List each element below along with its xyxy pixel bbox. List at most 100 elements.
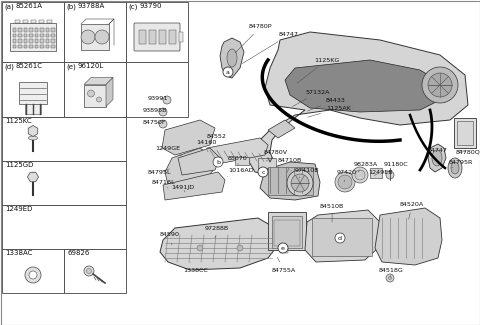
Polygon shape [285,60,440,112]
Bar [51,45,55,48]
Text: 93895B: 93895B [143,108,168,112]
Text: 84780P: 84780P [235,24,273,53]
Bar [51,28,55,32]
Text: 98283A: 98283A [354,162,378,172]
Bar [51,33,55,37]
Bar [274,220,300,246]
Text: 88070: 88070 [228,155,248,165]
Text: 1125KG: 1125KG [297,58,339,83]
Text: 84750F: 84750F [143,120,167,124]
Bar [24,39,27,43]
Bar [12,45,16,48]
Circle shape [428,73,452,97]
Bar [235,157,249,165]
Text: 84747: 84747 [428,148,448,158]
Polygon shape [305,210,380,262]
Bar [18,33,22,37]
Circle shape [388,277,392,280]
Ellipse shape [28,136,37,140]
Bar [12,33,16,37]
Bar [29,28,33,32]
Bar [24,28,27,32]
Bar [179,32,183,42]
Text: 84780Q: 84780Q [456,150,480,154]
Circle shape [96,97,101,102]
Circle shape [223,67,233,77]
Bar [18,28,22,32]
Text: 93790: 93790 [140,3,163,9]
Circle shape [278,243,288,253]
Text: 1338AC: 1338AC [5,250,32,256]
Circle shape [197,245,203,251]
Bar [454,118,476,148]
Bar [23,20,28,23]
Circle shape [81,30,95,44]
Polygon shape [163,172,225,200]
Text: 1249ED: 1249ED [5,206,32,212]
Text: 97420: 97420 [337,170,357,182]
Bar [25,103,41,113]
Circle shape [386,274,394,282]
Ellipse shape [432,150,442,166]
Bar [39,20,44,23]
Polygon shape [260,162,320,200]
Text: 1016AD: 1016AD [228,167,253,177]
Circle shape [352,167,368,183]
Ellipse shape [448,158,462,178]
Polygon shape [28,125,38,136]
Text: 1249EB: 1249EB [368,170,393,176]
Text: 1125AK: 1125AK [308,106,351,117]
Text: 84433: 84433 [308,98,346,111]
Circle shape [213,157,223,167]
Circle shape [258,167,268,177]
Text: a: a [226,70,230,74]
Circle shape [355,170,365,180]
Bar [29,45,33,48]
Polygon shape [268,120,295,138]
Polygon shape [27,172,38,182]
Text: (d): (d) [4,63,14,70]
Text: (b): (b) [66,3,76,9]
Ellipse shape [227,49,237,67]
Bar [2,161,126,205]
Bar [2,249,64,293]
Bar [312,218,372,256]
Text: 93991: 93991 [148,96,168,100]
Bar [64,249,126,293]
Text: 1491JD: 1491JD [171,186,194,192]
Text: 69826: 69826 [67,250,89,256]
Polygon shape [165,148,215,192]
Polygon shape [375,208,442,265]
Bar [149,30,156,44]
Bar [139,30,146,44]
Text: (a): (a) [4,3,14,9]
Bar [40,39,44,43]
Bar [84,84,106,107]
Bar [46,33,49,37]
Text: 84795R: 84795R [449,160,473,168]
Bar [64,62,126,117]
Text: c: c [261,170,265,175]
Bar [81,24,109,50]
Bar [24,33,27,37]
Text: 85261A: 85261A [16,3,43,9]
Text: d: d [338,236,342,240]
Circle shape [335,233,345,243]
Circle shape [422,67,458,103]
Bar [19,82,47,103]
Bar [2,205,126,249]
Bar [15,20,20,23]
Ellipse shape [451,162,459,174]
Bar [46,45,49,48]
Bar [35,39,38,43]
Polygon shape [160,218,278,270]
Bar [35,33,38,37]
Bar [12,39,16,43]
Text: (e): (e) [66,63,76,70]
Text: 1249GE: 1249GE [155,146,182,157]
Bar [2,62,64,117]
Text: 84552: 84552 [207,135,227,145]
Text: 93788A: 93788A [78,3,105,9]
Text: 14160: 14160 [196,139,216,152]
Circle shape [338,175,352,189]
